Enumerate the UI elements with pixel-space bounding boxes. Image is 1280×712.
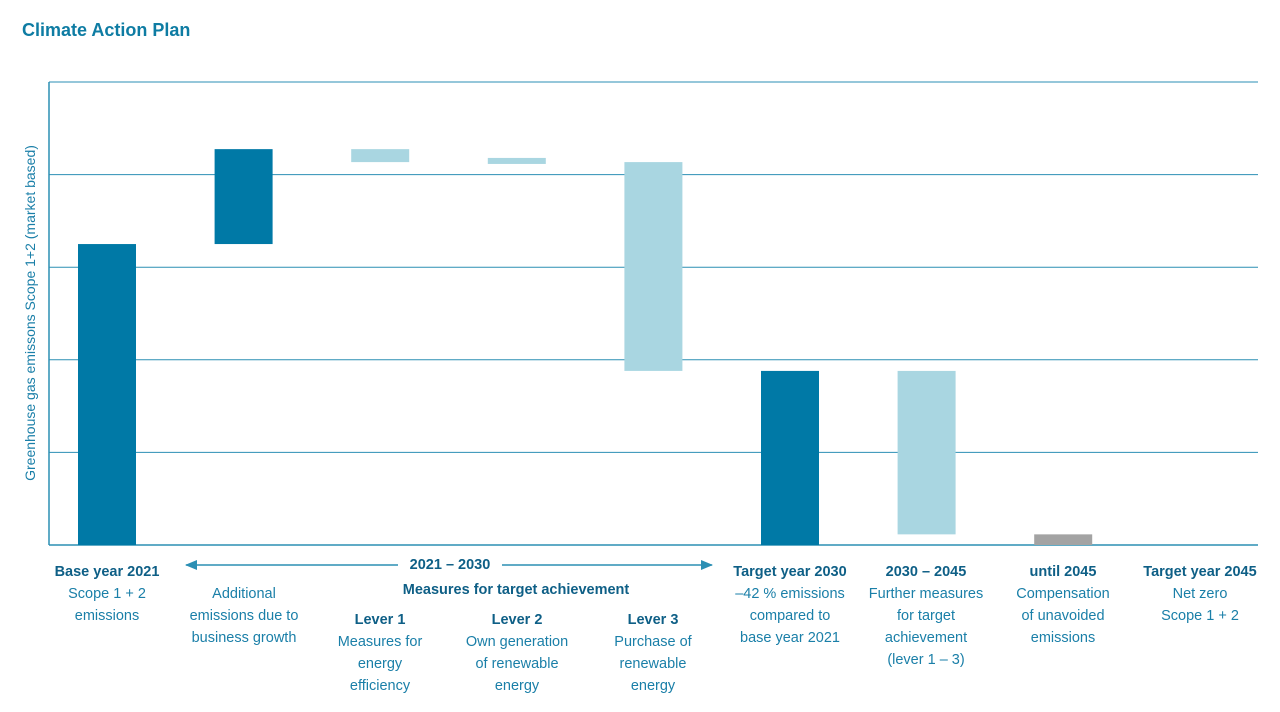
category-lever-1: Lever 1 Measures for energy efficiency [310, 609, 450, 697]
category-line: compared to [749, 608, 831, 624]
category-head: Lever 1 [354, 612, 406, 628]
period-label-bg [398, 554, 502, 576]
bars [78, 149, 1093, 546]
category-line: Measures for [337, 634, 423, 650]
measures-label: Measures for target achievement [402, 582, 630, 598]
category-line: emissions [1030, 630, 1096, 646]
category-line: Scope 1 + 2 [68, 586, 146, 602]
category-head: Target year 2030 [733, 564, 847, 580]
bar-lever-1 [351, 149, 410, 163]
category-head: 2030 – 2045 [885, 564, 967, 580]
bar-base-year-2021 [78, 244, 136, 546]
category-line: emissions [74, 608, 140, 624]
category-head: Base year 2021 [54, 564, 160, 580]
category-line: –42 % emissions [735, 586, 845, 602]
period-label: 2021 – 2030 [409, 557, 491, 573]
category-line: base year 2021 [740, 630, 840, 646]
category-additional-emissions: Additional emissions due to business gro… [174, 583, 314, 649]
category-until-2045: until 2045 Compensation of unavoided emi… [993, 561, 1133, 649]
category-head: until 2045 [1029, 564, 1097, 580]
category-target-year-2030: Target year 2030 –42 % emissions compare… [720, 561, 860, 649]
chart-title: Climate Action Plan [22, 20, 191, 40]
category-line: Further measures [868, 586, 984, 602]
category-line: of renewable [475, 656, 559, 672]
category-line: business growth [191, 630, 297, 646]
category-line: energy [630, 678, 676, 694]
bar-lever-2 [487, 157, 546, 164]
category-line: (lever 1 – 3) [887, 652, 965, 668]
category-2030-2045: 2030 – 2045 Further measures for target … [856, 561, 996, 671]
bar-lever-3 [624, 162, 683, 371]
category-base-year-2021: Base year 2021 Scope 1 + 2 emissions [47, 561, 167, 627]
category-head: Target year 2045 [1143, 564, 1257, 580]
category-head: Lever 2 [491, 612, 543, 628]
category-line: renewable [619, 656, 687, 672]
category-line: Scope 1 + 2 [1161, 608, 1239, 624]
bar-2030-2045 [897, 370, 956, 535]
y-axis-label: Greenhouse gas emissons Scope 1+2 (marke… [22, 145, 38, 481]
category-lever-3: Lever 3 Purchase of renewable energy [583, 609, 723, 697]
bar-additional-emissions-due-to-business-growth [214, 149, 273, 245]
category-line: of unavoided [1021, 608, 1105, 624]
category-line: energy [494, 678, 540, 694]
bar-until-2045 [1034, 534, 1093, 545]
category-target-year-2045: Target year 2045 Net zero Scope 1 + 2 [1130, 561, 1270, 627]
bar-target-year-2030 [761, 370, 819, 545]
category-line: energy [357, 656, 403, 672]
category-line: for target [896, 608, 956, 624]
category-line: efficiency [349, 678, 411, 694]
category-head: Lever 3 [627, 612, 679, 628]
category-line: Purchase of [614, 634, 692, 650]
category-line: Additional [212, 586, 276, 602]
category-lever-2: Lever 2 Own generation of renewable ener… [447, 609, 587, 697]
category-line: Net zero [1172, 586, 1228, 602]
category-line: emissions due to [189, 608, 299, 624]
category-line: Compensation [1016, 586, 1110, 602]
category-line: Own generation [465, 634, 569, 650]
category-line: achievement [884, 630, 968, 646]
